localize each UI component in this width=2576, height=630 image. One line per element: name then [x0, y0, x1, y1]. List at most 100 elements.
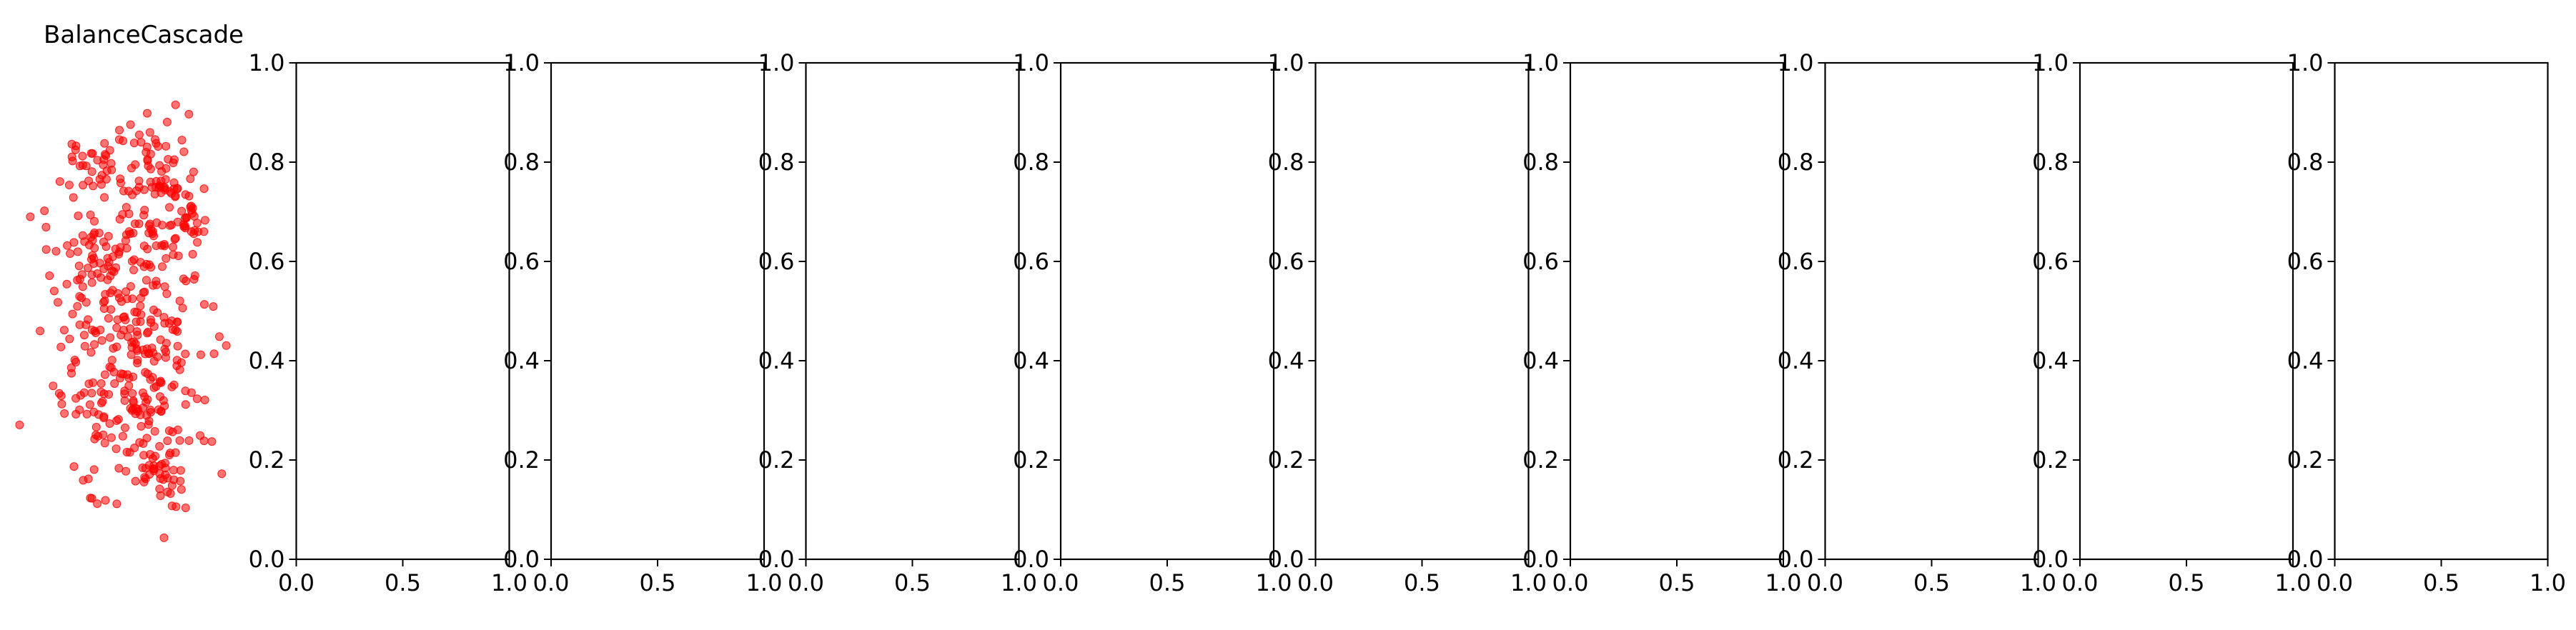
scatter-point-143 [175, 296, 184, 306]
subplot-4: 0.0 0.2 0.4 0.6 0.8 1.0 0.0 0.5 1.0 [758, 49, 1037, 596]
scatter-point-401 [79, 388, 89, 397]
scatter-point-442 [99, 414, 109, 423]
y-tick-label: 0.6 [1013, 248, 1049, 275]
scatter-point-505 [144, 461, 154, 470]
y-tick-label: 0.0 [1268, 546, 1304, 573]
scatter-point-433 [118, 431, 127, 441]
scatter-point-109 [199, 227, 209, 236]
scatter-point-277 [196, 350, 205, 359]
scatter-point-355 [82, 409, 91, 419]
x-tick-label: 1.0 [1256, 569, 1292, 596]
y-tick-label: 0.8 [758, 149, 795, 176]
y-tick-label: 0.4 [1013, 347, 1049, 374]
scatter-point-480 [135, 438, 144, 447]
scatter-point-166 [55, 177, 64, 186]
scatter-point-233 [136, 258, 145, 267]
scatter-point-231 [73, 301, 82, 311]
scatter-point-306 [117, 331, 126, 340]
scatter-point-452 [121, 423, 129, 432]
scatter-point-416 [100, 370, 109, 379]
y-tick-label: 1.0 [503, 49, 540, 76]
y-tick-label: 1.0 [2287, 49, 2324, 76]
y-tick-label: 0.0 [1522, 546, 1559, 573]
x-tick-label: 0.5 [1913, 569, 1950, 596]
scatter-point-80 [155, 161, 164, 170]
scatter-point-142 [142, 276, 151, 285]
x-tick-label: 1.0 [2530, 569, 2566, 596]
x-tick-label: 0.0 [788, 569, 824, 596]
scatter-point-346 [175, 365, 184, 374]
scatter-point-86 [143, 156, 152, 165]
scatter-point-399 [56, 391, 66, 401]
scatter-point-185 [134, 183, 144, 191]
subplot-9: 0.0 0.2 0.4 0.6 0.8 1.0 0.0 0.5 1.0 [2032, 49, 2311, 596]
scatter-point-3 [79, 181, 88, 190]
scatter-point-198 [190, 271, 199, 280]
scatter-point-160 [87, 278, 96, 287]
scatter-point-470 [122, 466, 131, 476]
y-tick-label: 0.6 [249, 248, 285, 275]
y-tick-label: 0.6 [758, 248, 795, 275]
y-tick-label: 0.2 [249, 446, 285, 474]
scatter-point-114 [177, 206, 187, 216]
scatter-point-172 [115, 214, 124, 224]
scatter-point-317 [65, 334, 74, 344]
y-tick-label: 0.8 [249, 149, 285, 176]
scatter-point-362 [81, 320, 91, 329]
y-tick-label: 0.0 [1778, 546, 1814, 573]
scatter-point-217 [63, 241, 72, 250]
x-tick-label: 0.5 [1149, 569, 1186, 596]
scatter-point-285 [49, 286, 59, 296]
scatter-point-319 [100, 296, 109, 306]
x-tick-label: 0.0 [1807, 569, 1843, 596]
scatter-point-192 [157, 241, 167, 250]
scatter-point-471 [169, 466, 178, 475]
scatter-point-31 [68, 156, 77, 166]
scatter-point-406 [36, 326, 45, 336]
scatter-point-289 [136, 301, 145, 311]
scatter-point-420 [141, 349, 150, 359]
scatter-point-525 [112, 499, 122, 509]
scatter-point-519 [152, 139, 161, 148]
y-tick-label: 0.6 [1522, 248, 1559, 275]
scatter-point-179 [73, 247, 82, 256]
scatter-point-402 [126, 324, 134, 334]
scatter-point-418 [146, 375, 155, 384]
y-tick-label: 1.0 [249, 49, 285, 76]
x-tick-label: 0.5 [1404, 569, 1440, 596]
x-tick-label: 0.0 [2062, 569, 2099, 596]
subplot-8: 0.0 0.2 0.4 0.6 0.8 1.0 0.0 0.5 1.0 [1778, 49, 2056, 596]
scatter-point-249 [56, 342, 66, 351]
scatter-point-513 [134, 130, 144, 139]
scatter-point-106 [199, 184, 209, 194]
scatter-point-326 [95, 259, 104, 268]
y-tick-label: 0.8 [1522, 149, 1559, 176]
scatter-point-29 [88, 149, 97, 158]
y-tick-label: 0.4 [2032, 347, 2069, 374]
scatter-point-74 [169, 159, 178, 167]
subplot-10: 0.0 0.2 0.4 0.6 0.8 1.0 0.0 0.5 1.0 [2287, 49, 2566, 596]
scatter-point-425 [112, 444, 121, 454]
scatter-point-303 [54, 298, 62, 307]
scatter-point-91 [171, 191, 180, 201]
scatter-point-304 [144, 221, 154, 230]
scatter-point-182 [90, 216, 99, 226]
scatter-point-477 [157, 406, 166, 416]
scatter-point-322 [113, 315, 122, 324]
scatter-point-411 [153, 352, 162, 361]
scatter-point-512 [129, 139, 139, 148]
y-tick-label: 0.2 [758, 446, 795, 474]
scatter-point-116 [193, 238, 202, 247]
scatter-point-293 [179, 274, 188, 284]
scatter-point-308 [117, 297, 126, 306]
scatter-point-388 [177, 358, 186, 367]
x-tick-label: 0.5 [2169, 569, 2205, 596]
scatter-point-472 [125, 448, 134, 457]
scatter-point-180 [104, 231, 113, 241]
scatter-point-385 [98, 397, 107, 406]
scatter-point-199 [107, 266, 117, 276]
scatter-point-482 [177, 485, 186, 494]
scatter-point-245 [162, 289, 172, 299]
scatter-point-393 [140, 392, 149, 401]
y-tick-label: 0.8 [1778, 149, 1814, 176]
